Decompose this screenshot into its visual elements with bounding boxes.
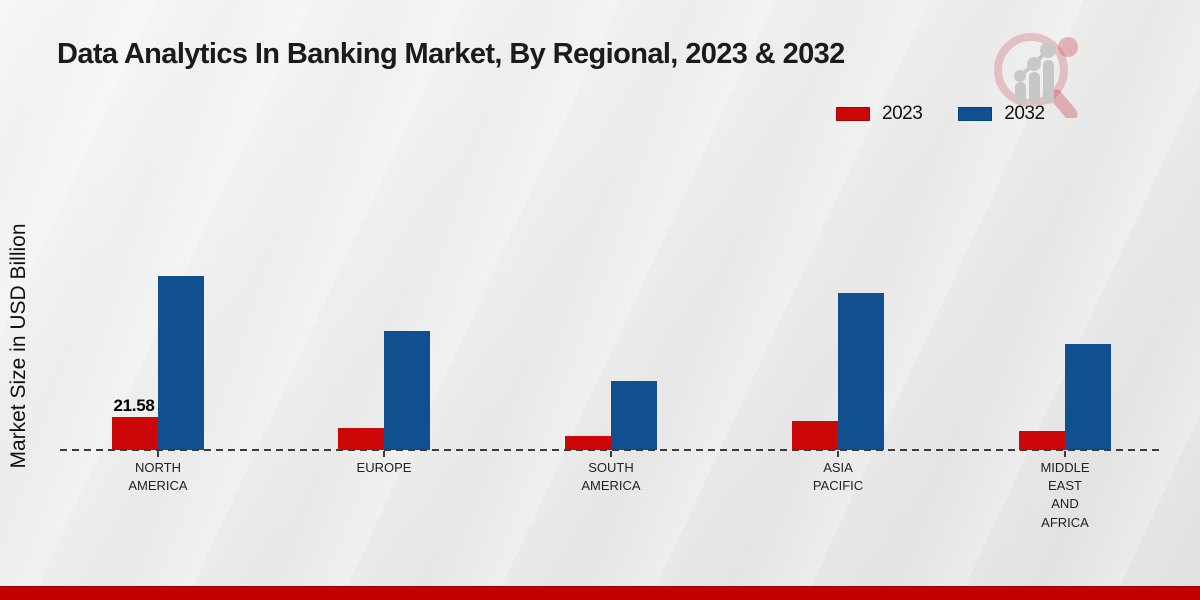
chart-title: Data Analytics In Banking Market, By Reg… xyxy=(57,38,845,70)
x-axis-category-label: SOUTH AMERICA xyxy=(581,460,641,494)
legend: 2023 2032 xyxy=(836,103,1045,125)
legend-item-2023: 2023 xyxy=(836,103,923,125)
footer-red-band xyxy=(0,586,1200,600)
bar-2023-asia-pacific xyxy=(792,421,838,450)
legend-swatch-2023 xyxy=(836,107,870,121)
x-axis-tick xyxy=(157,451,159,457)
legend-label-2032: 2032 xyxy=(1004,103,1045,124)
legend-swatch-2032 xyxy=(958,107,993,121)
bar-2032-asia-pacific xyxy=(838,293,884,450)
bar-2032-middle-east-and-africa xyxy=(1065,344,1111,450)
x-axis-category-label: NORTH AMERICA xyxy=(128,460,188,494)
bar-value-label: 21.58 xyxy=(113,396,155,415)
bar-2023-north-america xyxy=(112,417,158,450)
bar-2032-south-america xyxy=(611,381,657,450)
x-axis-tick xyxy=(383,451,385,457)
x-axis-category-label: ASIA PACIFIC xyxy=(812,460,864,494)
bar-2023-middle-east-and-africa xyxy=(1019,431,1065,450)
legend-item-2032: 2032 xyxy=(958,103,1045,125)
bar-2032-north-america xyxy=(158,276,204,450)
bar-2023-south-america xyxy=(565,436,611,450)
x-axis-category-label: MIDDLE EAST AND AFRICA xyxy=(1040,460,1090,530)
bar-2032-europe xyxy=(384,331,430,450)
magnifier-bar-chart-logo-icon xyxy=(985,26,1081,121)
x-axis-dashed-baseline xyxy=(60,449,1160,451)
x-axis-tick xyxy=(610,451,612,457)
bar-2023-europe xyxy=(338,428,384,450)
x-axis-category-label: EUROPE xyxy=(356,460,412,475)
x-axis-tick xyxy=(837,451,839,457)
x-axis-tick xyxy=(1064,451,1066,457)
legend-label-2023: 2023 xyxy=(882,103,923,124)
